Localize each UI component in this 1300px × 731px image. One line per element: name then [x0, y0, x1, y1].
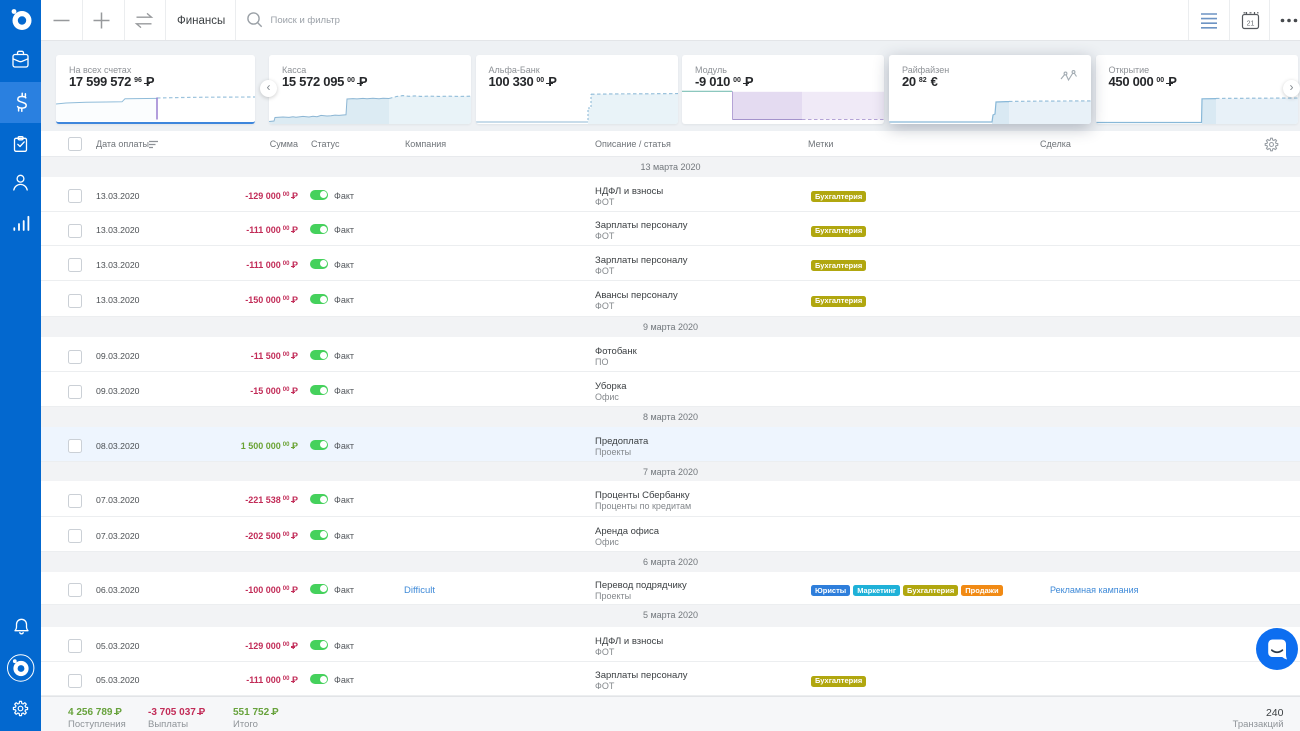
svg-text:21: 21 — [1247, 21, 1255, 28]
